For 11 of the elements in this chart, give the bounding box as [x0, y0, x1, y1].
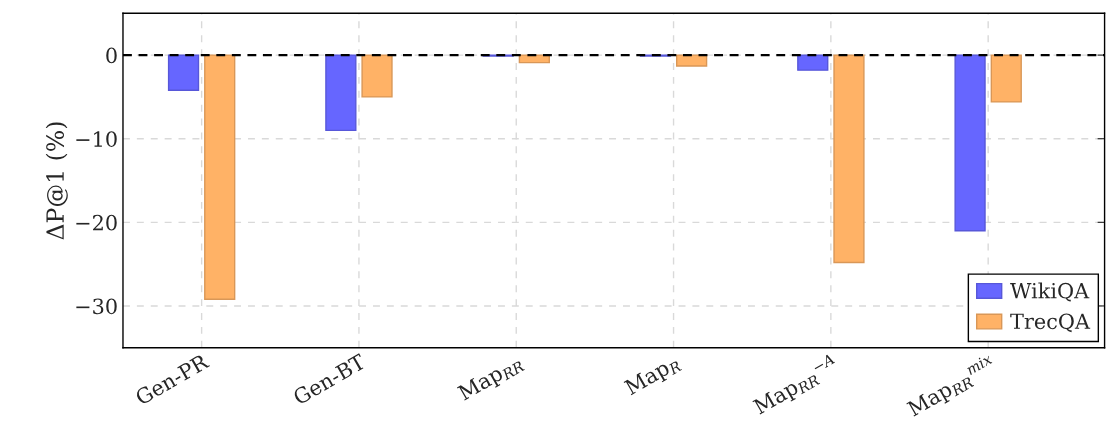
- y-axis-title: ΔP@1 (%): [45, 122, 68, 240]
- y-tick-label: −10: [76, 131, 117, 147]
- y-tick-label: −30: [76, 298, 117, 315]
- x-tick-label: Map$_{R}$: [623, 353, 683, 399]
- y-tick-label: 0: [106, 47, 117, 64]
- x-tick-label: Map$_{RR}$: [457, 353, 526, 405]
- x-tick-label: Map$_{RR}$$^{mix}$: [904, 353, 999, 421]
- y-tick-label: −20: [76, 214, 117, 231]
- legend-label: WikiQA: [1010, 282, 1090, 302]
- x-tick-label: Map$_{RR}$$^{−A}$: [750, 353, 841, 419]
- legend-label: TrecQA: [1010, 313, 1091, 333]
